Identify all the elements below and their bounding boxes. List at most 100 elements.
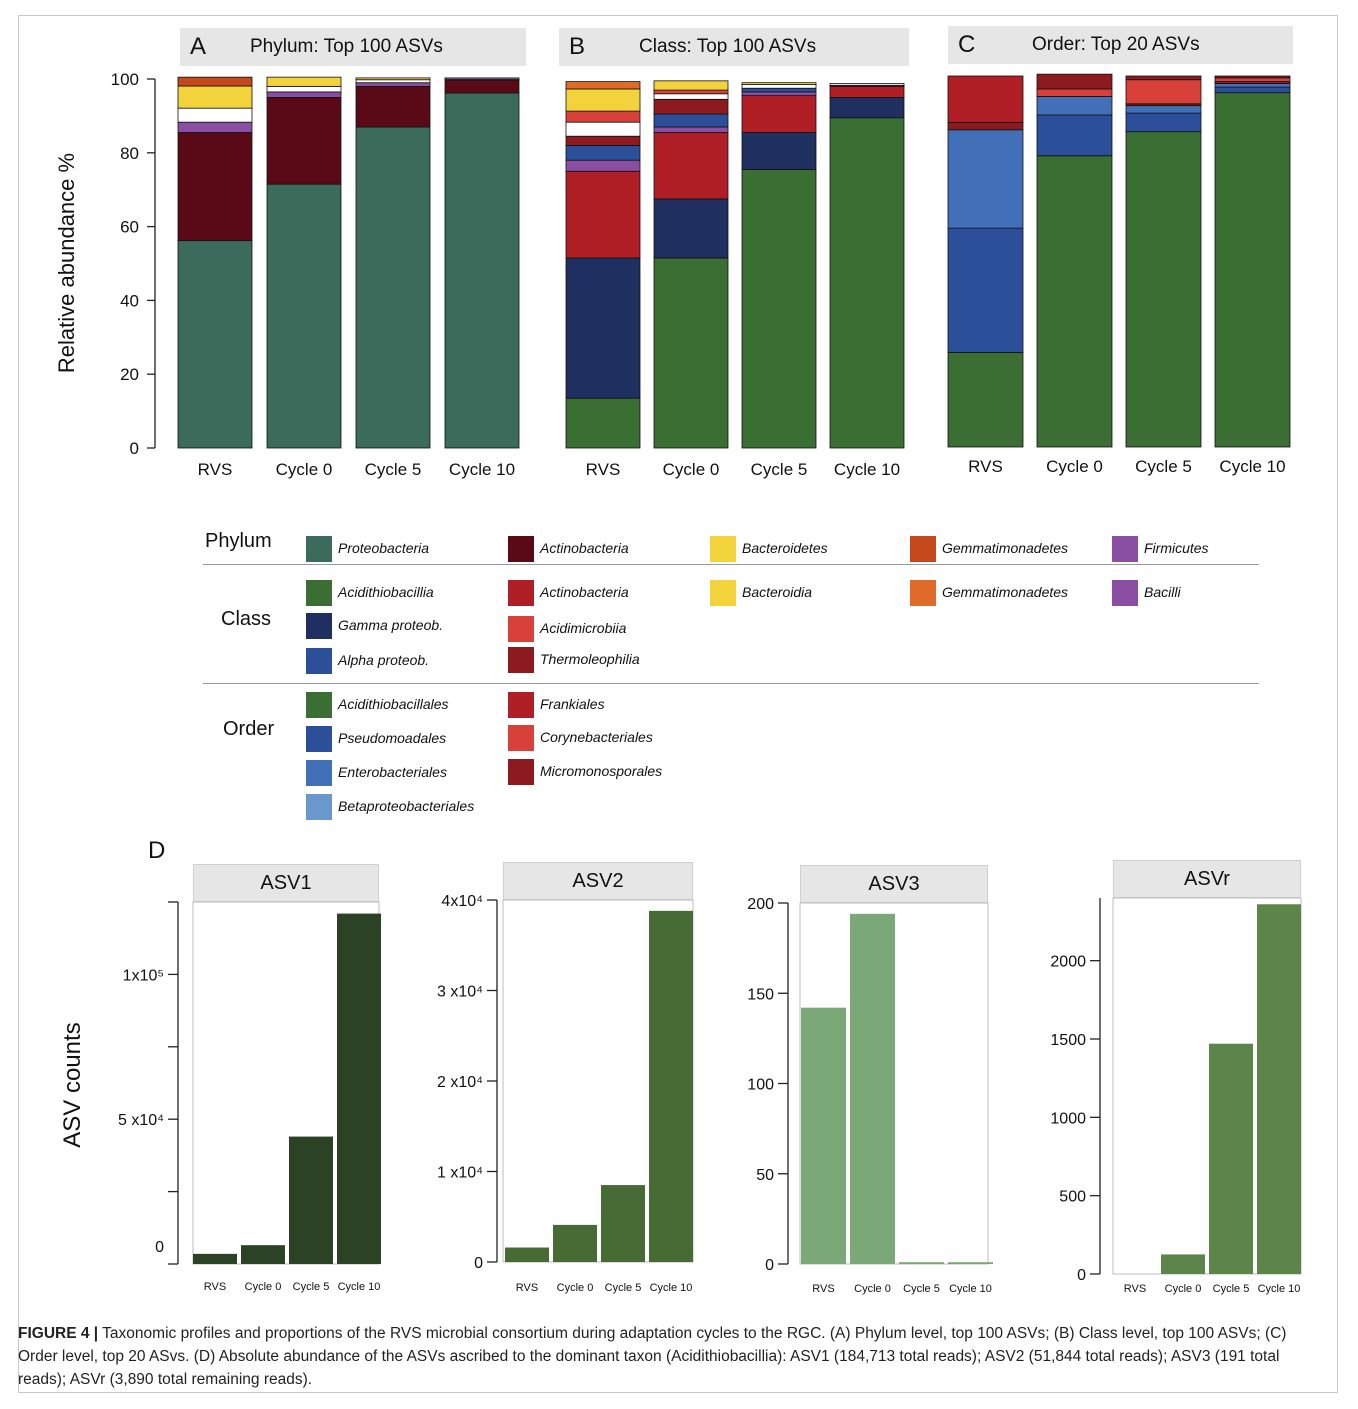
legend-label-order-3: Corynebacteriales [540, 729, 653, 745]
x-label-c-cycle10: Cycle 10 [1219, 457, 1285, 476]
bar-c-cycle5-seg-6 [1125, 75, 1202, 81]
bar-a-cycle0-seg-3 [266, 85, 342, 93]
legend-swatch-class-0 [306, 580, 332, 606]
asvr-bar-cycle5 [1209, 1043, 1253, 1274]
asv2-y-tick-label-1: 1 x10⁴ [437, 1165, 483, 1182]
asv2-bar-cycle10 [649, 910, 693, 1262]
x-label-b-cycle5: Cycle 5 [751, 460, 808, 479]
x-label-b-rvs: RVS [586, 460, 621, 479]
legend-label-order-4: Enterobacteriales [338, 764, 447, 780]
asv1-bar-cycle10 [337, 913, 381, 1264]
asv2-x-label-cycle10: Cycle 10 [650, 1282, 693, 1294]
y-tick-label-0: 0 [130, 439, 139, 458]
caption-label: FIGURE 4 | [18, 1325, 99, 1342]
figure-frame [18, 15, 1338, 1393]
bar-b-cycle0-seg-1 [653, 198, 729, 259]
bar-a-cycle0-seg-1 [266, 97, 342, 185]
legend-swatch-phylum-0 [306, 536, 332, 562]
asv2-bar-cycle5 [601, 1185, 645, 1262]
asv3-bar-rvs [801, 1007, 846, 1264]
bar-c-cycle5-seg-0 [1125, 131, 1202, 448]
asv3-bar-cycle10 [948, 1262, 993, 1264]
legend-divider-1 [203, 564, 1259, 565]
asv1-y-tick-label-0: 0 [155, 1239, 164, 1256]
asv3-bar-cycle0 [850, 913, 895, 1264]
legend-swatch-order-3 [508, 725, 534, 751]
bar-b-rvs-seg-4 [565, 145, 641, 161]
legend-swatch-phylum-4 [1112, 536, 1138, 562]
bar-a-rvs-seg-1 [177, 132, 253, 242]
bar-b-cycle5-seg-6 [741, 84, 817, 89]
bar-a-cycle10-seg-0 [444, 92, 520, 449]
legend-label-class-5: Gamma proteob. [338, 617, 444, 633]
bar-c-cycle10-seg-6 [1214, 75, 1291, 79]
asv3-y-tick-label-1: 50 [756, 1167, 774, 1184]
bar-a-cycle5-seg-4 [355, 77, 431, 81]
asvr-header: ASVr [1113, 860, 1301, 898]
asv2-y-tick-label-2: 2 x10⁴ [437, 1074, 483, 1091]
legend-label-order-0: Acidithiobacillales [338, 696, 449, 712]
legend-label-phylum-0: Proteobacteria [338, 540, 430, 556]
bar-b-rvs-seg-7 [565, 110, 641, 123]
bar-c-rvs-seg-5 [947, 75, 1024, 123]
caption-text: Taxonomic profiles and proportions of th… [18, 1325, 1287, 1388]
legend-swatch-class-8 [508, 647, 534, 673]
bar-c-cycle10-seg-0 [1214, 92, 1291, 448]
bar-c-rvs-seg-3 [947, 121, 1024, 131]
bar-c-cycle5-seg-4 [1125, 79, 1202, 105]
asvr-x-label-rvs: RVS [1124, 1283, 1146, 1295]
asvr-y-tick-label-4: 2000 [1050, 954, 1086, 971]
x-label-a-cycle0: Cycle 0 [276, 460, 333, 479]
bar-a-cycle5-seg-1 [355, 85, 431, 128]
panel-a-header: A Phylum: Top 100 ASVs [180, 28, 526, 66]
bar-a-rvs-seg-0 [177, 240, 253, 449]
legend-label-class-8: Thermoleophilia [540, 651, 640, 667]
asv3-x-label-cycle10: Cycle 10 [949, 1283, 992, 1295]
legend-level-order: Order [223, 718, 275, 740]
bar-a-cycle10-seg-3 [444, 77, 520, 80]
asv3-x-label-cycle5: Cycle 5 [903, 1283, 940, 1295]
legend-label-class-0: Acidithiobacillia [338, 584, 434, 600]
x-label-c-rvs: RVS [968, 457, 1003, 476]
legend-swatch-phylum-3 [910, 536, 936, 562]
legend-swatch-class-7 [306, 648, 332, 674]
bar-b-cycle5-seg-3 [741, 91, 817, 97]
panel-a-letter: A [190, 33, 207, 60]
bar-c-rvs-seg-2 [947, 129, 1024, 229]
bar-b-rvs-seg-1 [565, 257, 641, 399]
bar-b-rvs-seg-8 [565, 88, 641, 112]
legend-label-class-2: Bacteroidia [742, 584, 813, 600]
legend-level-phylum: Phylum [205, 530, 272, 552]
bar-a-cycle5-seg-0 [355, 126, 431, 449]
asv1-x-label-cycle5: Cycle 5 [293, 1281, 330, 1293]
asv2-y-tick-label-3: 3 x10⁴ [437, 984, 483, 1001]
d-y-axis-title: ASV counts [59, 1022, 86, 1147]
bar-c-cycle0-seg-0 [1036, 155, 1113, 448]
bar-c-cycle0-seg-1 [1036, 114, 1113, 157]
bar-b-cycle10-seg-0 [829, 117, 905, 449]
legend-swatch-class-2 [710, 580, 736, 606]
bar-b-cycle10-seg-6 [829, 83, 905, 86]
bar-c-cycle10-seg-2 [1214, 83, 1291, 88]
bar-a-cycle0-seg-0 [266, 183, 342, 449]
bar-c-cycle5-seg-2 [1125, 105, 1202, 114]
asv1-x-label-cycle0: Cycle 0 [245, 1281, 282, 1293]
asv2-x-label-cycle5: Cycle 5 [605, 1282, 642, 1294]
bar-b-cycle0-seg-4 [653, 113, 729, 128]
legend-label-class-3: Gemmatimonadetes [942, 584, 1069, 600]
bar-c-cycle5-seg-1 [1125, 112, 1202, 133]
legend-swatch-phylum-2 [710, 536, 736, 562]
bar-a-rvs-seg-2 [177, 121, 253, 133]
legend-level-class: Class [221, 608, 272, 630]
bar-a-cycle5-seg-3 [355, 79, 431, 84]
bar-b-rvs-seg-0 [565, 397, 641, 449]
bar-a-cycle5-seg-2 [355, 82, 431, 87]
legend-label-phylum-4: Firmicutes [1144, 540, 1209, 556]
asvr-bar-cycle10 [1257, 904, 1301, 1274]
legend-swatch-order-1 [508, 692, 534, 718]
panel-a-title: Phylum: Top 100 ASVs [250, 36, 443, 57]
x-label-a-cycle10: Cycle 10 [449, 460, 515, 479]
x-label-b-cycle10: Cycle 10 [834, 460, 900, 479]
bar-b-cycle0-seg-8 [653, 80, 729, 91]
bar-b-cycle5-seg-4 [741, 87, 817, 93]
